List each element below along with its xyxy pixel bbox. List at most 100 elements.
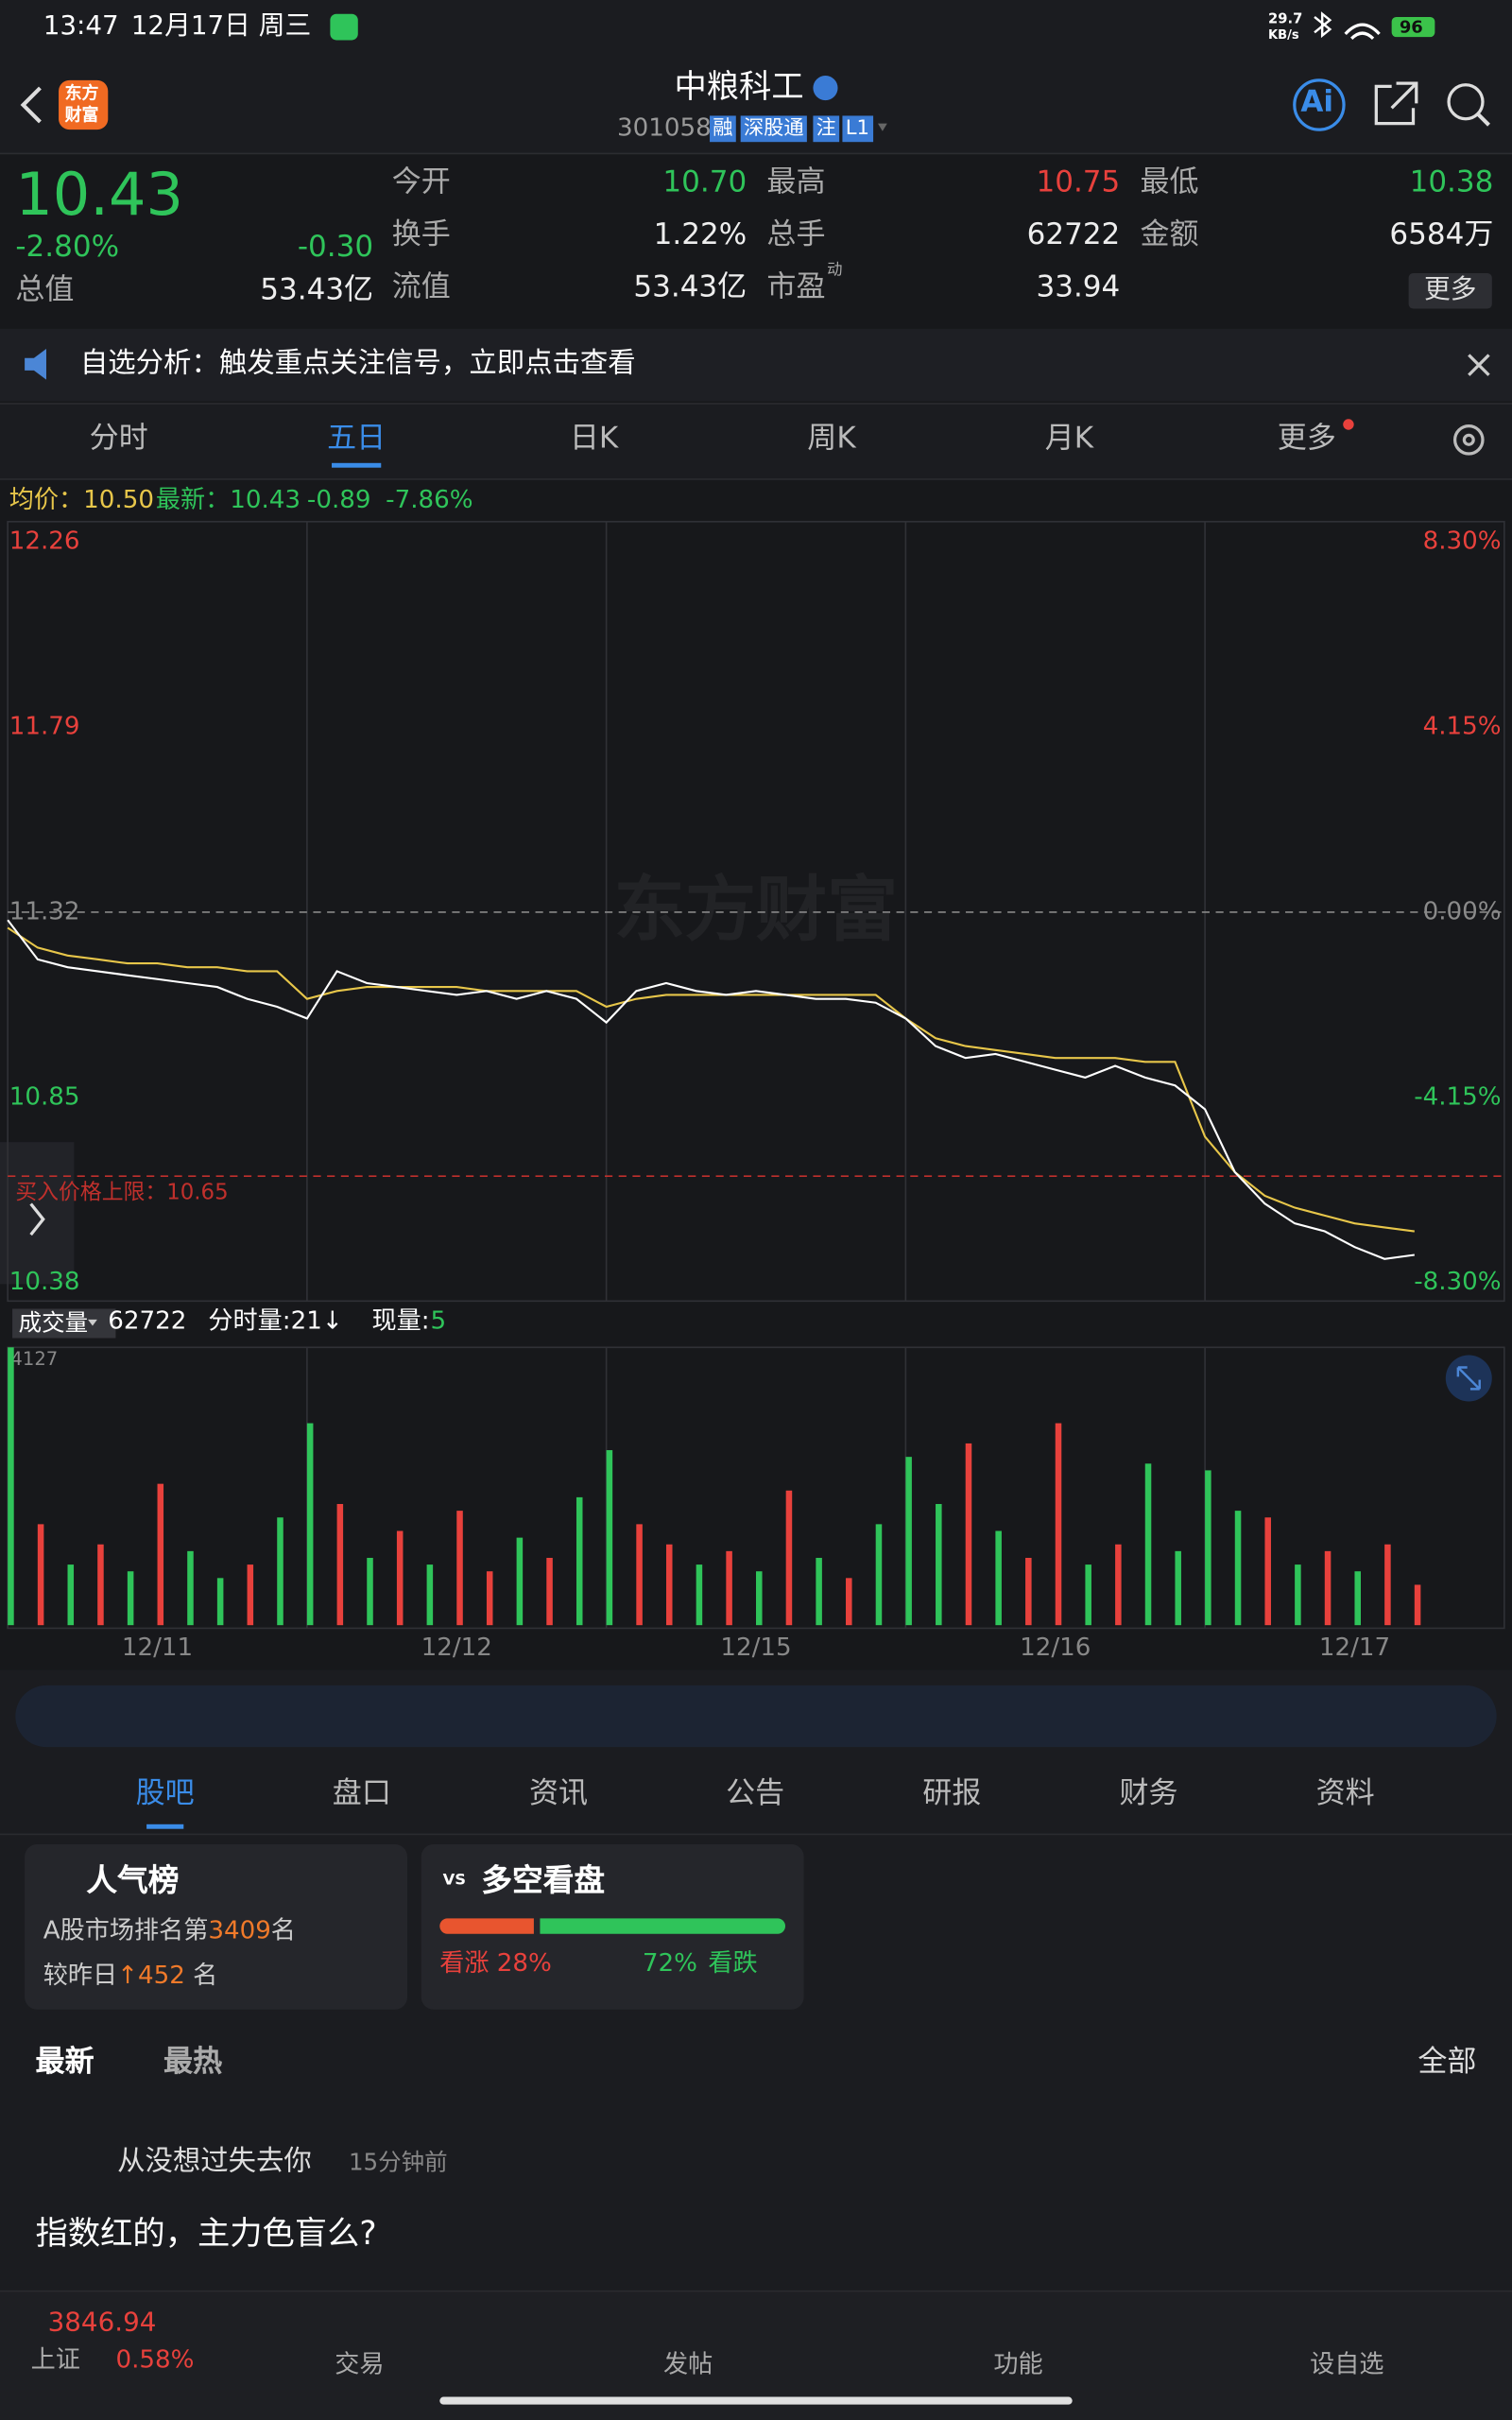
- change-suffix: 名: [193, 1960, 218, 1990]
- section-tab[interactable]: 研报: [922, 1776, 982, 1811]
- volume-bar: [1085, 1564, 1091, 1626]
- volume-bar: [846, 1578, 852, 1626]
- volume-bar: [665, 1544, 673, 1626]
- wifi-icon: [1344, 23, 1381, 41]
- notice-text[interactable]: 自选分析：触发重点关注信号，立即点击查看: [79, 347, 636, 380]
- period-tab[interactable]: 更多: [1277, 421, 1336, 456]
- section-tab[interactable]: 股吧: [135, 1776, 195, 1811]
- status-time: 13:47: [43, 10, 119, 43]
- red-dot: [1343, 419, 1354, 430]
- volume-bar: [1324, 1550, 1332, 1626]
- volume-bar: [546, 1557, 553, 1626]
- bear-bar: [539, 1918, 785, 1934]
- rank-change: ↑452: [117, 1960, 185, 1990]
- back-button[interactable]: [20, 86, 42, 124]
- battery-level: 96: [1399, 16, 1423, 38]
- field-value: 1.22%: [653, 217, 747, 252]
- volume-bar: [247, 1564, 254, 1626]
- share-button[interactable]: [1374, 81, 1418, 126]
- card-title: 多空看盘: [481, 1860, 605, 1899]
- field-label: 最低: [1140, 164, 1199, 199]
- vs-label: VS: [442, 1872, 466, 1890]
- volume-bar: [1384, 1544, 1391, 1626]
- banner[interactable]: [15, 1685, 1497, 1748]
- period-volume: 分时量:21↓: [208, 1305, 343, 1336]
- limit-label: 买入价格上限：10.65: [15, 1181, 228, 1205]
- volume-bar: [1264, 1517, 1271, 1626]
- volume-bar: [1295, 1564, 1301, 1626]
- volume-bar: [516, 1537, 524, 1626]
- volume-bar: [37, 1524, 44, 1626]
- settings-center: [1462, 433, 1475, 446]
- section-tab[interactable]: 财务: [1119, 1776, 1178, 1811]
- y-tick-label: 10.38: [9, 1268, 80, 1296]
- search-button[interactable]: [1447, 83, 1485, 121]
- field-label: 总值: [15, 272, 75, 307]
- ai-button[interactable]: Ai: [1300, 84, 1333, 119]
- notice-bg[interactable]: [0, 328, 1512, 402]
- volume-bar: [965, 1443, 972, 1626]
- x-tick-label: 12/15: [720, 1634, 791, 1662]
- sort-tab[interactable]: 最新: [35, 2045, 94, 2080]
- section-tab[interactable]: 公告: [726, 1776, 785, 1811]
- rank-text: A股市场排名第3409名: [43, 1918, 296, 1943]
- field-label: 总手: [766, 217, 826, 252]
- section-tab[interactable]: 资料: [1315, 1776, 1375, 1811]
- volume-bar: [216, 1578, 224, 1626]
- watermark: 东方财富: [613, 867, 899, 951]
- period-tab[interactable]: 周K: [807, 421, 856, 456]
- volume-bar: [1414, 1584, 1421, 1626]
- period-tab[interactable]: 五日: [327, 421, 387, 456]
- nav-item[interactable]: 设自选: [1310, 2348, 1384, 2378]
- volume-selector[interactable]: 成交量: [12, 1308, 116, 1339]
- index-name: 上证: [30, 2344, 80, 2375]
- nav-item[interactable]: 功能: [993, 2348, 1043, 2378]
- popularity-card[interactable]: [25, 1844, 408, 2010]
- y2-tick-label: -8.30%: [1414, 1268, 1501, 1296]
- bull-pct: 28%: [496, 1947, 552, 1978]
- more-button[interactable]: 更多: [1408, 272, 1492, 309]
- volume-bar: [367, 1557, 373, 1626]
- avg-price: 均价：10.50: [9, 484, 154, 514]
- change: -0.30: [297, 230, 374, 265]
- index-change: 0.58%: [115, 2344, 195, 2375]
- tabs-bg: [0, 403, 1512, 480]
- sort-tab[interactable]: 最热: [163, 2045, 223, 2080]
- expand-icon: [1456, 1366, 1481, 1391]
- volume-bar: [995, 1530, 1002, 1626]
- nav-item[interactable]: 发帖: [663, 2348, 713, 2378]
- logo-text: 东方: [64, 83, 99, 104]
- change-pct: -2.80%: [15, 230, 120, 265]
- stock-name: 中粮科工: [674, 67, 804, 106]
- settings-button[interactable]: [1452, 424, 1485, 456]
- rank-change-text: 较昨日↑452 名: [43, 1960, 218, 1990]
- dropdown-icon: [88, 1319, 97, 1326]
- rank-prefix: A股市场排名第: [43, 1915, 209, 1945]
- nav-item[interactable]: 交易: [335, 2348, 385, 2378]
- price-line: [7, 926, 1415, 1233]
- battery: [1391, 16, 1435, 38]
- volume-bar: [905, 1457, 912, 1626]
- index-value[interactable]: 3846.94: [47, 2307, 157, 2339]
- field-label: 流值: [391, 269, 451, 304]
- period-tab[interactable]: 分时: [89, 421, 148, 456]
- rank-suffix: 名: [270, 1915, 296, 1945]
- post-user[interactable]: 从没想过失去你: [117, 2145, 312, 2178]
- section-tab[interactable]: 资讯: [528, 1776, 589, 1811]
- field-value: 10.38: [1409, 164, 1494, 199]
- volume-bar: [486, 1571, 493, 1626]
- field-label: 市盈: [766, 269, 826, 304]
- volume-bar: [1175, 1550, 1181, 1626]
- period-tab[interactable]: 日K: [569, 421, 619, 456]
- y-tick-label: 12.26: [9, 527, 80, 556]
- dropdown-icon[interactable]: [877, 123, 887, 131]
- ai-ring: [1293, 78, 1346, 131]
- tab-underline: [146, 1824, 184, 1829]
- section-tab[interactable]: 盘口: [332, 1776, 391, 1811]
- period-tab[interactable]: 月K: [1044, 421, 1094, 456]
- close-button[interactable]: [1468, 354, 1490, 376]
- field-value: 53.43亿: [260, 272, 374, 307]
- filter[interactable]: 全部: [1418, 2045, 1477, 2080]
- post-content[interactable]: 指数红的，主力色盲么?: [35, 2214, 377, 2253]
